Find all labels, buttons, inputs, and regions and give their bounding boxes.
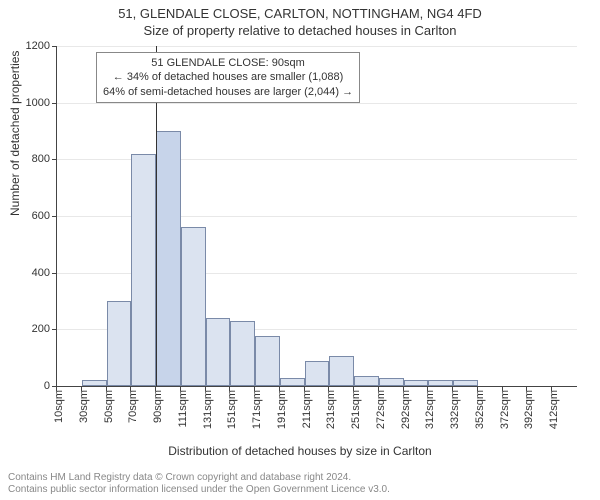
histogram-bar xyxy=(280,378,305,387)
histogram-bar xyxy=(354,376,379,386)
annotation-box: 51 GLENDALE CLOSE: 90sqm ← 34% of detach… xyxy=(96,52,360,103)
xtick-label: 251sqm xyxy=(350,390,362,429)
title-line-1: 51, GLENDALE CLOSE, CARLTON, NOTTINGHAM,… xyxy=(0,6,600,23)
xtick-label: 90sqm xyxy=(152,390,164,423)
xtick-label: 171sqm xyxy=(251,390,263,429)
xtick-label: 372sqm xyxy=(499,390,511,429)
xtick-label: 10sqm xyxy=(53,390,65,423)
xtick-label: 111sqm xyxy=(177,390,189,428)
chart-area: 51 GLENDALE CLOSE: 90sqm ← 34% of detach… xyxy=(56,46,576,386)
histogram-bar xyxy=(305,361,330,387)
xtick-label: 312sqm xyxy=(424,390,436,429)
footer-line-2: Contains public sector information licen… xyxy=(8,484,390,496)
xtick-label: 231sqm xyxy=(325,390,337,429)
ytick-label: 200 xyxy=(10,323,50,335)
y-axis-label: Number of detached properties xyxy=(8,51,22,216)
ytick-mark xyxy=(52,46,57,47)
ytick-label: 1000 xyxy=(10,97,50,109)
histogram-bar xyxy=(428,380,453,386)
histogram-bar xyxy=(453,380,478,386)
histogram-bar xyxy=(82,380,107,386)
histogram-bar xyxy=(404,380,429,386)
histogram-bar xyxy=(181,227,206,386)
xtick-label: 412sqm xyxy=(548,390,560,429)
annot-line-3: 64% of semi-detached houses are larger (… xyxy=(103,85,353,99)
xtick-label: 332sqm xyxy=(449,390,461,429)
xtick-label: 151sqm xyxy=(226,390,238,429)
xtick-label: 191sqm xyxy=(276,390,288,429)
annot-line-2: ← 34% of detached houses are smaller (1,… xyxy=(103,70,353,84)
xtick-label: 352sqm xyxy=(474,390,486,429)
chart-container: 51, GLENDALE CLOSE, CARLTON, NOTTINGHAM,… xyxy=(0,0,600,500)
annot-line-1: 51 GLENDALE CLOSE: 90sqm xyxy=(103,56,353,70)
x-axis-label: Distribution of detached houses by size … xyxy=(0,444,600,458)
xtick-label: 292sqm xyxy=(400,390,412,429)
footer-line-1: Contains HM Land Registry data © Crown c… xyxy=(8,472,390,484)
ytick-mark xyxy=(52,159,57,160)
ytick-label: 400 xyxy=(10,267,50,279)
histogram-bar xyxy=(255,336,280,386)
histogram-bar xyxy=(206,318,231,386)
histogram-bar xyxy=(107,301,132,386)
xtick-label: 70sqm xyxy=(127,390,139,423)
grid-line xyxy=(57,46,577,47)
ytick-mark xyxy=(52,273,57,274)
ytick-mark xyxy=(52,216,57,217)
title-line-2: Size of property relative to detached ho… xyxy=(0,23,600,40)
histogram-bar xyxy=(131,154,156,386)
ytick-mark xyxy=(52,329,57,330)
xtick-label: 30sqm xyxy=(78,390,90,423)
xtick-label: 211sqm xyxy=(301,390,313,428)
xtick-label: 272sqm xyxy=(375,390,387,429)
xtick-label: 392sqm xyxy=(523,390,535,429)
ytick-label: 0 xyxy=(10,380,50,392)
chart-title: 51, GLENDALE CLOSE, CARLTON, NOTTINGHAM,… xyxy=(0,0,600,40)
histogram-bar xyxy=(230,321,255,386)
ytick-mark xyxy=(52,103,57,104)
ytick-label: 600 xyxy=(10,210,50,222)
histogram-bar xyxy=(156,131,181,386)
xtick-label: 131sqm xyxy=(202,390,214,429)
ytick-label: 1200 xyxy=(10,40,50,52)
histogram-bar xyxy=(329,356,354,386)
xtick-label: 50sqm xyxy=(103,390,115,423)
ytick-label: 800 xyxy=(10,153,50,165)
histogram-bar xyxy=(379,378,404,387)
footer-text: Contains HM Land Registry data © Crown c… xyxy=(8,472,390,496)
